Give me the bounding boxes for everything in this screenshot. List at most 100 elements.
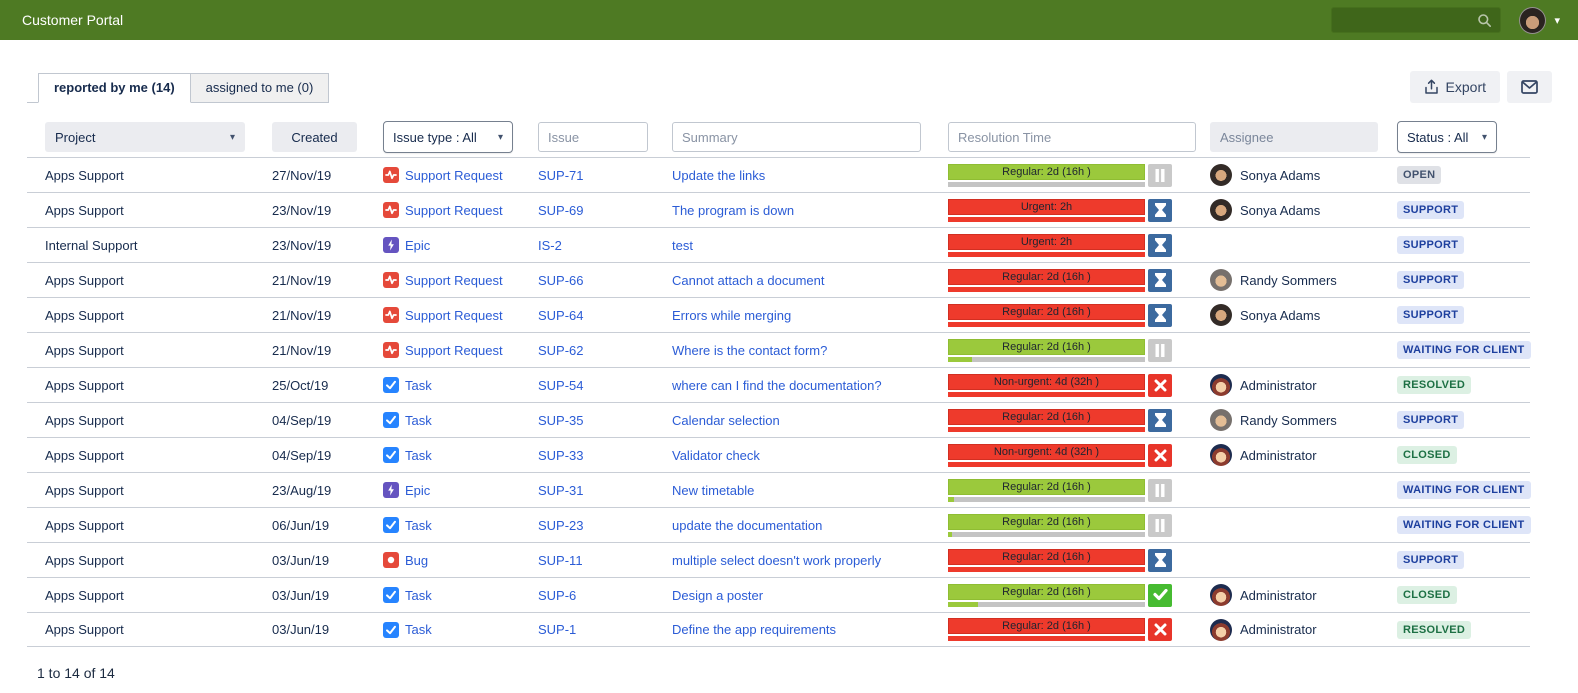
issue-type-link[interactable]: Support Request — [405, 202, 503, 218]
issue-summary-link[interactable]: The program is down — [672, 202, 795, 218]
chevron-down-icon: ▾ — [229, 131, 235, 143]
summary-filter-input[interactable] — [672, 122, 921, 152]
issue-type-icon — [383, 447, 399, 463]
issue-key-link[interactable]: SUP-6 — [538, 587, 577, 603]
mail-icon — [1521, 80, 1538, 94]
issue-key-link[interactable]: SUP-69 — [538, 202, 584, 218]
issue-summary-link[interactable]: Cannot attach a document — [672, 272, 825, 288]
project-name: Apps Support — [45, 412, 124, 428]
issue-type-link[interactable]: Support Request — [405, 272, 503, 288]
sla-label: Regular: 2d (16h ) — [1002, 165, 1091, 178]
chevron-down-icon[interactable]: ▾ — [1554, 14, 1560, 27]
table-row[interactable]: Apps Support 23/Aug/19 Epic SUP-31 New t… — [27, 472, 1531, 507]
sla-label: Urgent: 2h — [1020, 200, 1073, 213]
issue-summary-link[interactable]: Design a poster — [672, 587, 764, 603]
issue-summary-link[interactable]: Where is the contact form? — [672, 342, 828, 358]
table-row[interactable]: Apps Support 03/Jun/19 Bug SUP-11 multip… — [27, 542, 1530, 577]
issue-type-icon — [383, 307, 399, 323]
search-box[interactable] — [1331, 7, 1502, 33]
sla-progress-fill — [948, 426, 1145, 432]
issue-key-link[interactable]: SUP-71 — [538, 167, 584, 183]
sla-progress-fill — [948, 531, 952, 537]
created-date: 04/Sep/19 — [272, 412, 332, 428]
table-row[interactable]: Apps Support 04/Sep/19 Task SUP-35 Calen… — [27, 402, 1530, 437]
issue-summary-link[interactable]: Validator check — [672, 447, 760, 463]
issue-key-link[interactable]: SUP-33 — [538, 447, 584, 463]
assignee-avatar — [1210, 618, 1232, 641]
issue-type-filter[interactable]: Issue type : All ▾ — [383, 121, 513, 153]
sla-state-icon — [1148, 478, 1172, 502]
issue-key-link[interactable]: SUP-31 — [538, 482, 584, 498]
issue-type-link[interactable]: Task — [405, 622, 432, 637]
issue-key-link[interactable]: SUP-11 — [538, 552, 583, 568]
status-badge: CLOSED — [1397, 586, 1457, 604]
created-date: 27/Nov/19 — [272, 167, 332, 183]
table-row[interactable]: Apps Support 23/Nov/19 Support Request S… — [27, 192, 1530, 227]
issue-summary-link[interactable]: Define the app requirements — [672, 622, 837, 637]
user-avatar[interactable] — [1519, 6, 1547, 34]
issue-type-icon — [383, 237, 399, 253]
table-row[interactable]: Internal Support 23/Nov/19 Epic IS-2 tes… — [27, 227, 1530, 262]
assignee-filter[interactable]: Assignee — [1210, 122, 1378, 152]
project-name: Apps Support — [45, 167, 124, 183]
resolution-time-filter-input[interactable] — [948, 122, 1196, 152]
issue-summary-link[interactable]: update the documentation — [672, 517, 823, 533]
sla-progress-fill — [948, 321, 1145, 327]
issue-key-link[interactable]: SUP-1 — [538, 622, 577, 637]
table-row[interactable]: Apps Support 03/Jun/19 Task SUP-1 Define… — [27, 612, 1530, 647]
issue-type-link[interactable]: Epic — [405, 482, 431, 498]
issue-type-icon — [383, 202, 399, 218]
issue-summary-link[interactable]: Errors while merging — [672, 307, 792, 323]
table-row[interactable]: Apps Support 04/Sep/19 Task SUP-33 Valid… — [27, 437, 1530, 472]
tab-assigned-to-me[interactable]: assigned to me (0) — [190, 73, 330, 103]
issue-type-link[interactable]: Task — [405, 377, 432, 393]
status-filter[interactable]: Status : All ▾ — [1397, 121, 1497, 153]
sla-label: Regular: 2d (16h ) — [1002, 620, 1091, 632]
project-filter[interactable]: Project ▾ — [45, 122, 245, 152]
issue-key-link[interactable]: IS-2 — [538, 237, 562, 253]
issue-type-link[interactable]: Support Request — [405, 167, 503, 183]
table-row[interactable]: Apps Support 21/Nov/19 Support Request S… — [27, 297, 1530, 332]
issue-summary-link[interactable]: test — [672, 237, 693, 253]
resolution-time-bar: Regular: 2d (16h ) — [948, 163, 1145, 187]
issue-type-link[interactable]: Epic — [405, 237, 431, 253]
mail-button[interactable] — [1507, 71, 1552, 103]
issue-summary-link[interactable]: New timetable — [672, 482, 755, 498]
issue-type-link[interactable]: Support Request — [405, 307, 503, 323]
issue-type-link[interactable]: Support Request — [405, 342, 503, 358]
issue-summary-link[interactable]: Update the links — [672, 167, 766, 183]
table-row[interactable]: Apps Support 25/Oct/19 Task SUP-54 where… — [27, 367, 1530, 402]
export-button[interactable]: Export — [1409, 71, 1500, 103]
issue-key-link[interactable]: SUP-23 — [538, 517, 584, 533]
table-row[interactable]: Apps Support 21/Nov/19 Support Request S… — [27, 262, 1530, 297]
issue-key-link[interactable]: SUP-62 — [538, 342, 584, 358]
issue-type-link[interactable]: Task — [405, 587, 432, 603]
sla-label: Regular: 2d (16h ) — [1002, 550, 1091, 563]
assignee-name: Randy Sommers — [1240, 272, 1337, 288]
assignee-name: Sonya Adams — [1240, 307, 1321, 323]
issue-key-link[interactable]: SUP-35 — [538, 412, 584, 428]
issue-type-icon — [383, 412, 399, 428]
search-input[interactable] — [1340, 13, 1478, 27]
table-row[interactable]: Apps Support 06/Jun/19 Task SUP-23 updat… — [27, 507, 1531, 542]
created-sort-button[interactable]: Created — [272, 122, 357, 152]
issue-type-link[interactable]: Task — [405, 447, 432, 463]
issue-filter-input[interactable] — [538, 122, 648, 152]
sla-state-icon — [1148, 513, 1172, 537]
issue-type-link[interactable]: Task — [405, 517, 432, 533]
issue-summary-link[interactable]: where can I find the documentation? — [672, 377, 882, 393]
issue-key-link[interactable]: SUP-54 — [538, 377, 584, 393]
table-row[interactable]: Apps Support 27/Nov/19 Support Request S… — [27, 157, 1530, 192]
issue-summary-link[interactable]: multiple select doesn't work properly — [672, 552, 882, 568]
tab-reported-by-me[interactable]: reported by me (14) — [38, 73, 191, 103]
table-row[interactable]: Apps Support 03/Jun/19 Task SUP-6 Design… — [27, 577, 1530, 612]
issue-summary-link[interactable]: Calendar selection — [672, 412, 780, 428]
table-row[interactable]: Apps Support 21/Nov/19 Support Request S… — [27, 332, 1531, 367]
issue-key-link[interactable]: SUP-66 — [538, 272, 584, 288]
search-icon[interactable] — [1477, 13, 1492, 28]
issue-type-link[interactable]: Bug — [405, 552, 429, 568]
sla-progress-track — [948, 286, 1145, 292]
issue-key-link[interactable]: SUP-64 — [538, 307, 584, 323]
issue-type-link[interactable]: Task — [405, 412, 432, 428]
issue-type-icon — [383, 342, 399, 358]
